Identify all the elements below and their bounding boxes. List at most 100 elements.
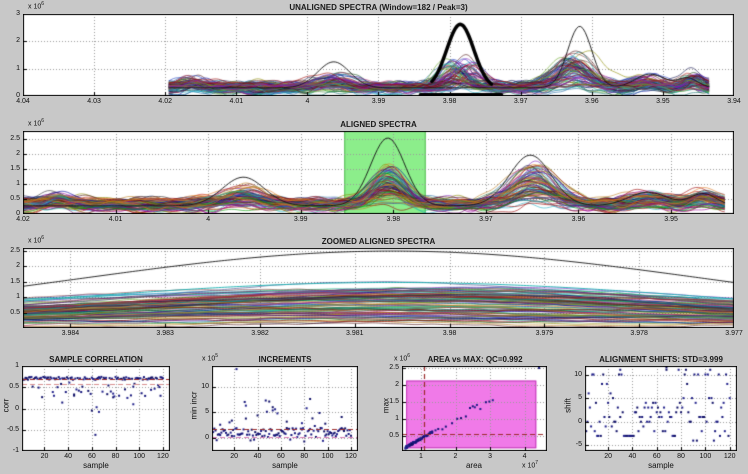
tick-label: 3.979	[535, 330, 554, 337]
tick-label: 4.02	[16, 216, 30, 223]
tick-label: 3.99	[371, 98, 386, 105]
tick-label: 1	[16, 179, 20, 187]
y-exponent-increments: x 105	[202, 353, 219, 363]
increments-plot	[212, 366, 358, 451]
xaxis-label-increments: sample	[272, 461, 298, 470]
tick-label: 120	[157, 453, 169, 460]
tick-label: 4	[522, 453, 527, 460]
tick-label: 3.97	[513, 98, 528, 105]
tick-label: 0.5	[10, 308, 20, 316]
tick-label: 3.98	[442, 98, 457, 105]
xaxis-label-area: area	[465, 461, 482, 470]
tick-label: 2	[453, 453, 458, 460]
tick-label: 20	[604, 453, 612, 460]
tick-label: 3.977	[725, 330, 743, 337]
tick-label: 80	[677, 453, 685, 460]
tick-label: 0.5	[10, 194, 20, 202]
plot-title-area-vs-max: AREA vs MAX: QC=0.992	[427, 355, 523, 364]
tick-label: 3	[16, 10, 20, 17]
tick-label: 0	[16, 92, 20, 99]
tick-label: 1.5	[10, 164, 20, 172]
tick-label: 120	[345, 453, 357, 460]
tick-label: 4.01	[108, 216, 123, 223]
tick-label: 100	[699, 453, 712, 460]
tick-label: 0.5	[9, 383, 19, 391]
tick-label: 100	[321, 453, 334, 460]
tick-label: 40	[253, 453, 262, 460]
tick-label: 60	[87, 453, 96, 460]
tick-label: 1	[395, 414, 399, 422]
tick-label: 2.5	[10, 134, 20, 142]
tick-label: 100	[133, 453, 146, 460]
tick-label: 3.983	[156, 330, 174, 337]
tick-label: 60	[652, 453, 661, 460]
tick-label: 5	[578, 394, 582, 402]
tick-label: 3.95	[664, 216, 678, 223]
tick-label: 1.5	[10, 277, 20, 285]
tick-label: 120	[723, 453, 736, 460]
plot-title-shifts: ALIGNMENT SHIFTS: STD=3.999	[599, 355, 723, 364]
tick-label: 40	[64, 453, 73, 460]
tick-label: -5	[575, 441, 582, 449]
tick-label: 20	[40, 453, 49, 460]
tick-label: 3.982	[251, 330, 269, 337]
tick-label: 10	[201, 382, 209, 390]
tick-label: 1	[419, 453, 423, 460]
y-exponent-area-vs-max: x 106	[394, 353, 411, 363]
tick-label: 4.02	[158, 98, 172, 105]
tick-label: 1.5	[389, 397, 399, 405]
tick-label: 3.95	[656, 98, 670, 105]
sample-correlation-plot	[22, 366, 170, 451]
alignment-shifts-plot	[585, 366, 737, 451]
plot-title-correlation: SAMPLE CORRELATION	[49, 355, 143, 364]
tick-label: 4.04	[16, 98, 30, 105]
tick-label: 3.98	[386, 216, 401, 223]
tick-label: 3.96	[571, 216, 586, 223]
xaxis-label-correlation: sample	[83, 461, 109, 470]
plot-title-zoomed: ZOOMED ALIGNED SPECTRA	[321, 237, 436, 246]
tick-label: 0	[15, 404, 19, 412]
tick-label: 80	[300, 453, 309, 460]
tick-label: 4.03	[87, 98, 101, 105]
tick-label: 2	[16, 262, 20, 270]
tick-label: 1	[15, 362, 19, 369]
tick-label: -1	[12, 447, 19, 454]
tick-label: 3.978	[630, 330, 648, 337]
tick-label: 3.97	[479, 216, 493, 223]
plot-title-unaligned: UNALIGNED SPECTRA (Window=182 / Peak=3)	[289, 3, 468, 12]
tick-label: 3.99	[293, 216, 308, 223]
y-exponent-unaligned: x 106	[28, 1, 45, 11]
tick-label: -0.5	[6, 425, 19, 433]
tick-label: 2	[16, 149, 20, 157]
xaxis-label-shifts: sample	[648, 461, 674, 470]
tick-label: 2	[16, 37, 20, 45]
tick-label: 10	[574, 370, 582, 378]
tick-label: 4	[206, 216, 211, 223]
tick-label: 60	[277, 453, 285, 460]
tick-label: 0	[205, 434, 209, 442]
tick-label: 1	[16, 64, 20, 72]
aligned-spectra-plot	[23, 131, 734, 214]
tick-label: 2	[395, 380, 399, 388]
tick-label: 2.5	[10, 247, 20, 255]
tick-label: 3.98	[442, 330, 457, 337]
tick-label: 40	[628, 453, 637, 460]
tick-label: 3.984	[61, 330, 80, 337]
plot-title-increments: INCREMENTS	[258, 355, 312, 364]
tick-label: 2.5	[389, 364, 399, 372]
tick-label: 3.94	[727, 98, 741, 105]
area-vs-max-plot	[402, 366, 547, 451]
tick-label: 4.01	[229, 98, 244, 105]
tick-label: 0	[578, 417, 582, 425]
tick-label: 0.5	[389, 431, 399, 439]
zoomed-aligned-spectra-plot	[23, 248, 734, 328]
tick-label: 4	[305, 98, 310, 105]
tick-label: 20	[230, 453, 239, 460]
tick-label: 1	[16, 293, 20, 301]
plot-title-aligned: ALIGNED SPECTRA	[340, 120, 417, 129]
tick-label: 5	[205, 408, 209, 416]
x-exponent-area-vs-max: x 107	[522, 460, 539, 470]
tick-label: 3.981	[346, 330, 364, 337]
tick-label: 3.96	[584, 98, 599, 105]
